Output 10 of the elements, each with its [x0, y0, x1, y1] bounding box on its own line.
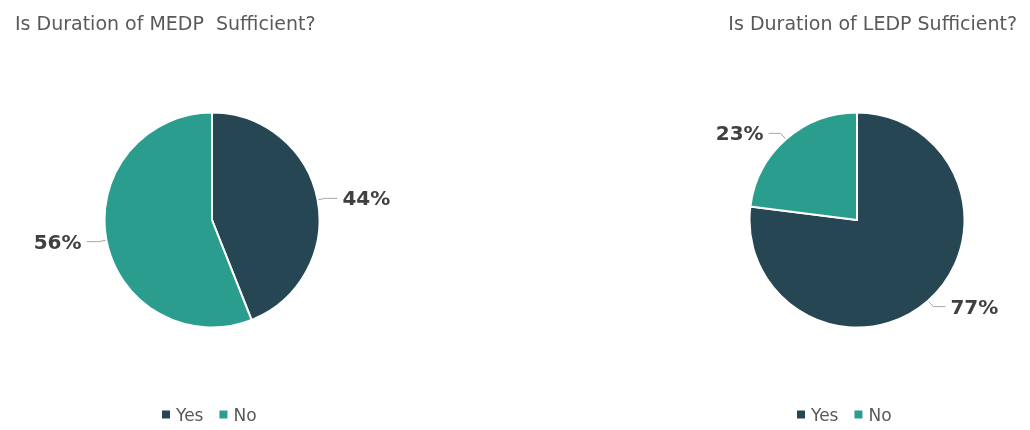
- legend-label: No: [868, 404, 892, 425]
- data-label: 23%: [715, 121, 764, 146]
- data-label: 77%: [950, 294, 999, 319]
- legend-label: Yes: [175, 404, 204, 425]
- data-label: 56%: [33, 229, 82, 254]
- legend-label: No: [233, 404, 257, 425]
- legend-label: Yes: [810, 404, 839, 425]
- data-label: 44%: [342, 186, 391, 211]
- chart-title: Is Duration of LEDP Sufficient?: [728, 11, 1017, 34]
- chart-title: Is Duration of MEDP Sufficient?: [15, 11, 316, 34]
